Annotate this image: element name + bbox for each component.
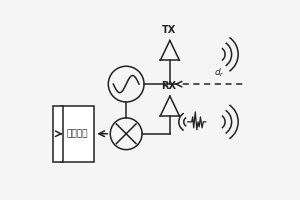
Text: $d_r$: $d_r$	[214, 67, 225, 79]
Text: 带通滤波: 带通滤波	[67, 129, 88, 138]
Bar	[61, 106, 94, 162]
Text: TX: TX	[162, 25, 176, 35]
Text: RX: RX	[161, 81, 176, 91]
Bar	[53, 106, 63, 162]
